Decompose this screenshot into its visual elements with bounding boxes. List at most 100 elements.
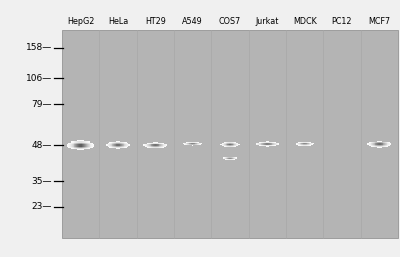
Bar	[87, 145, 88, 146]
Bar	[111, 144, 112, 145]
Bar	[187, 144, 188, 145]
Bar	[125, 145, 126, 146]
Bar	[379, 146, 380, 147]
Bar	[306, 144, 307, 145]
Bar	[373, 143, 374, 144]
Bar	[303, 144, 304, 145]
Bar	[228, 144, 229, 145]
Bar	[112, 144, 113, 145]
Bar	[83, 141, 84, 143]
Bar	[69, 146, 70, 148]
Bar	[89, 144, 90, 145]
Bar	[114, 146, 115, 147]
Bar	[381, 143, 382, 144]
Bar	[149, 143, 150, 144]
Bar	[123, 144, 124, 145]
Bar	[123, 147, 124, 148]
Bar	[86, 141, 87, 143]
Bar	[81, 144, 82, 145]
Bar	[113, 144, 114, 145]
Bar	[185, 144, 186, 145]
Bar	[304, 142, 305, 143]
Bar	[379, 144, 380, 145]
Bar	[114, 147, 115, 148]
Bar	[77, 144, 78, 145]
Bar	[220, 144, 221, 145]
Bar	[83, 149, 84, 150]
Bar	[301, 142, 302, 143]
Bar	[85, 143, 86, 144]
Bar	[159, 143, 160, 144]
Bar	[225, 158, 226, 159]
Bar	[272, 144, 273, 145]
Text: HT29: HT29	[145, 17, 166, 26]
Bar	[68, 143, 69, 144]
Bar	[278, 144, 279, 145]
Bar	[387, 143, 388, 144]
Bar	[299, 142, 300, 143]
Bar	[261, 144, 262, 145]
Bar	[153, 143, 154, 144]
Bar	[121, 146, 122, 147]
Bar	[152, 143, 153, 144]
Bar	[163, 143, 164, 144]
Bar	[119, 141, 120, 142]
Bar	[381, 146, 382, 147]
Bar	[108, 144, 109, 145]
Bar	[298, 142, 299, 143]
Bar	[146, 143, 147, 144]
Bar	[126, 146, 127, 147]
Bar	[230, 142, 231, 143]
Bar	[389, 143, 390, 144]
Bar	[125, 147, 126, 148]
Bar	[163, 147, 164, 148]
Bar	[374, 145, 375, 146]
Bar	[73, 141, 74, 143]
Bar	[118, 148, 119, 149]
Bar	[87, 143, 88, 144]
Bar	[382, 145, 383, 146]
Bar	[267, 144, 268, 145]
Bar	[150, 147, 151, 148]
Bar	[235, 144, 236, 145]
Bar	[376, 142, 377, 143]
Bar	[222, 144, 223, 145]
Text: 158—: 158—	[26, 43, 52, 52]
Bar	[193, 143, 194, 144]
Bar	[121, 142, 122, 143]
Bar	[71, 141, 72, 143]
Bar	[227, 145, 228, 146]
Bar	[78, 146, 79, 148]
Bar	[88, 146, 89, 148]
Bar	[120, 145, 121, 146]
Bar	[189, 142, 190, 143]
Bar	[368, 143, 369, 144]
Bar	[375, 144, 376, 145]
Bar	[196, 143, 197, 144]
Bar	[230, 157, 231, 158]
Bar	[70, 146, 71, 148]
Bar	[152, 145, 153, 146]
Bar	[109, 144, 110, 145]
Text: 48—: 48—	[32, 141, 52, 150]
Bar	[386, 145, 387, 146]
Bar	[256, 143, 257, 144]
Bar	[160, 144, 161, 145]
Bar	[81, 145, 82, 146]
Bar	[115, 143, 116, 144]
Bar	[81, 141, 82, 143]
Bar	[305, 144, 306, 145]
Bar	[75, 144, 76, 145]
Bar	[93, 144, 94, 145]
Bar	[67, 145, 68, 146]
Bar	[78, 141, 79, 143]
Bar	[257, 144, 258, 145]
Bar	[150, 144, 151, 145]
Bar	[297, 144, 298, 145]
Bar	[196, 142, 197, 143]
Bar	[158, 145, 159, 146]
Bar	[127, 145, 128, 146]
Bar	[299, 144, 300, 145]
Bar	[201, 143, 202, 144]
Bar	[266, 142, 267, 143]
